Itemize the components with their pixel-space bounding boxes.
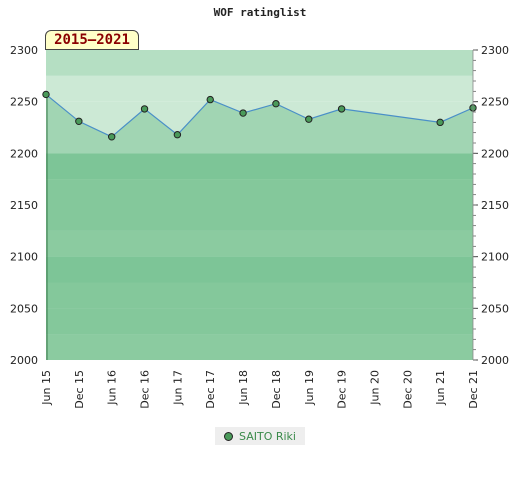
grid-band [46,50,473,76]
x-tick-label: Dec 19 [336,370,349,409]
data-point [140,105,149,113]
y-tick-label-right: 2200 [481,147,509,160]
x-tick-label: Jun 21 [434,370,447,406]
x-tick-label: Jun 20 [368,370,381,406]
x-tick-label: Jun 15 [40,370,53,406]
x-tick-label: Dec 17 [204,370,217,409]
chart-title: WOF ratinglist [213,6,307,19]
x-tick-label: Jun 18 [237,370,250,406]
y-tick-label-left: 2250 [10,96,38,109]
legend[interactable]: SAITO Riki [215,427,305,445]
x-tick-label: Jun 16 [106,370,119,406]
data-point [436,118,444,127]
y-tick-label-right: 2250 [481,96,509,109]
x-tick-label: Dec 20 [401,370,414,409]
data-point [239,109,247,117]
data-point [75,117,83,126]
y-tick-label-right: 2100 [481,251,509,264]
x-tick-label: Dec 18 [270,370,283,409]
legend-label: SAITO Riki [239,429,296,443]
y-tick-label-left: 2150 [10,199,38,212]
data-point [42,90,50,99]
y-tick-label-left: 2100 [10,251,38,264]
y-tick-label-left: 2000 [10,354,38,367]
x-tick-label: Dec 16 [139,370,152,409]
x-tick-label: Jun 19 [303,370,316,406]
series-line [45,93,474,138]
x-tick-label: Dec 21 [467,370,480,409]
grid-band [46,75,473,102]
y-tick-label-right: 2150 [481,199,509,212]
y-tick-label-left: 2300 [10,44,38,57]
data-point [107,133,116,141]
y-tick-label-right: 2050 [481,302,509,315]
data-point [173,131,182,139]
y-tick-label-right: 2000 [481,354,509,367]
series-area [46,94,473,360]
x-tick-label: Jun 17 [171,370,184,406]
data-point [337,105,346,113]
legend-marker-icon [224,431,234,441]
y-tick-label-left: 2200 [10,147,38,160]
data-point [272,100,280,108]
data-point [206,95,214,104]
y-tick-label-right: 2300 [481,44,509,57]
period-badge: 2015–2021 [45,30,139,50]
data-point [305,115,313,123]
x-tick-label: Dec 15 [73,370,86,409]
y-tick-label-left: 2050 [10,302,38,315]
